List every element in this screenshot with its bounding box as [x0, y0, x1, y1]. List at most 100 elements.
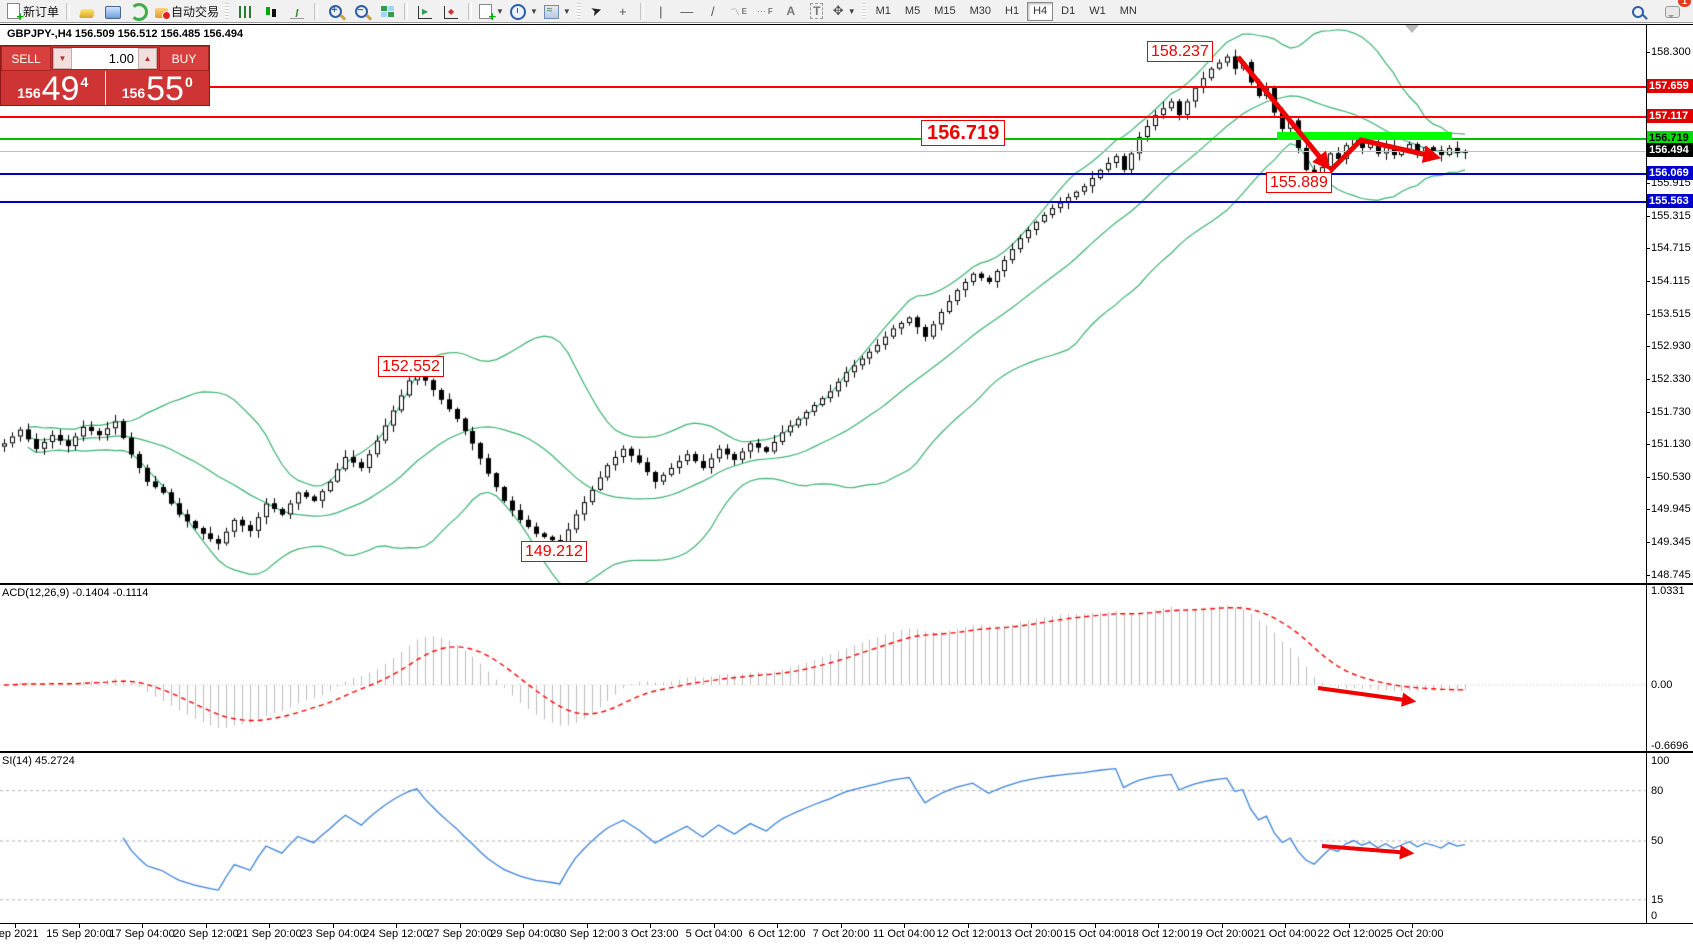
candlestick-chart-button[interactable]: [258, 1, 284, 21]
rsi-indicator-canvas[interactable]: [0, 753, 1646, 923]
sell-price[interactable]: 156 49 4: [1, 71, 106, 106]
search-button[interactable]: [1625, 1, 1651, 21]
chart-shift-button[interactable]: [438, 1, 464, 21]
volume-input[interactable]: [72, 48, 138, 69]
horizontal-level-line-155.563[interactable]: [0, 201, 1646, 203]
price-badge-157.659: 157.659: [1647, 79, 1693, 93]
time-axis-tick: [269, 924, 270, 928]
vertical-line-icon: |: [659, 3, 663, 19]
cursor-tool-button[interactable]: ➤: [584, 1, 610, 21]
chart-shift-marker[interactable]: [1405, 25, 1419, 33]
buy-button[interactable]: BUY: [159, 46, 209, 71]
periods-button[interactable]: ▼: [507, 1, 541, 21]
trendline-icon: /: [710, 3, 715, 19]
toolbar-handle[interactable]: [861, 2, 866, 20]
text-label-tool-button[interactable]: T: [804, 1, 830, 21]
arrows-tool-button[interactable]: ✥ ▼: [830, 1, 859, 21]
toolbar-handle[interactable]: [576, 2, 581, 20]
buy-price[interactable]: 156 55 0: [105, 71, 209, 106]
macd-indicator-canvas[interactable]: [0, 585, 1646, 751]
horizontal-level-line-156.069[interactable]: [0, 173, 1646, 175]
price-axis-label: 151.130: [1651, 438, 1691, 450]
main-toolbar: 新订单 自动交易 + − ▼ ▼ ▼ ➤ + | — / 〽E ⋯F A T ✥…: [0, 0, 1693, 24]
zoom-in-button[interactable]: +: [322, 1, 348, 21]
signals-button[interactable]: [126, 1, 152, 21]
timeframe-toolbar: M1 M5 M15 M30 H1 H4 D1 W1 MN: [869, 1, 1144, 21]
new-order-button[interactable]: 新订单: [4, 1, 62, 24]
line-chart-button[interactable]: [284, 1, 310, 21]
price-annotation-label[interactable]: 152.552: [378, 356, 444, 377]
main-chart-canvas[interactable]: [0, 25, 1646, 584]
price-annotation-label[interactable]: 149.212: [521, 541, 587, 562]
deposit-button[interactable]: [74, 1, 100, 21]
price-axis-label: 151.730: [1651, 406, 1691, 418]
macd-axis-label: -0.6696: [1651, 740, 1689, 752]
rsi-axis-label: 0: [1651, 910, 1658, 922]
timeframe-button-mn[interactable]: MN: [1119, 4, 1137, 17]
timeframe-button-m30[interactable]: M30: [969, 4, 991, 17]
timeframe-button-h4[interactable]: H4: [1027, 1, 1054, 21]
time-axis-label: 15 Oct 04:00: [1063, 928, 1127, 940]
indicators-button[interactable]: ▼: [476, 1, 507, 24]
timeframe-button-d1[interactable]: D1: [1061, 4, 1076, 17]
time-axis-label: 3 Oct 23:00: [621, 928, 679, 940]
monitor-icon: [105, 5, 122, 19]
timeframe-button-h1[interactable]: H1: [1005, 4, 1020, 17]
time-axis-label: 17 Sep 04:00: [109, 928, 175, 940]
timeframe-button-w1[interactable]: W1: [1089, 4, 1106, 17]
time-axis-label: 30 Sep 12:00: [554, 928, 620, 940]
price-axis-tick: [1646, 216, 1650, 217]
text-tool-button[interactable]: A: [778, 1, 804, 21]
horizontal-level-line-157.117[interactable]: [0, 116, 1646, 118]
trendline-tool-button[interactable]: /: [700, 1, 726, 21]
time-axis-tick: [142, 924, 143, 928]
auto-trading-button[interactable]: 自动交易: [152, 1, 222, 21]
rsi-label: SI(14) 45.2724: [2, 755, 75, 767]
notifications-button[interactable]: 1: [1659, 0, 1691, 21]
auto-scroll-button[interactable]: [412, 1, 438, 21]
time-axis-tick: [714, 924, 715, 928]
templates-button[interactable]: ▼: [541, 1, 574, 21]
dropdown-arrow-icon: ▼: [562, 6, 571, 16]
horizontal-line-tool-button[interactable]: —: [674, 1, 700, 21]
price-annotation-label[interactable]: 158.237: [1147, 41, 1213, 62]
price-axis-tick: [1646, 412, 1650, 413]
price-badge-156.719: 156.719: [1647, 131, 1693, 145]
pane-separator[interactable]: [0, 583, 1693, 585]
pane-separator[interactable]: [0, 751, 1693, 753]
price-axis-label: 153.515: [1651, 308, 1691, 320]
price-axis-tick: [1646, 346, 1650, 347]
price-badge-156.494: 156.494: [1647, 143, 1693, 157]
bar-chart-button[interactable]: [232, 1, 258, 21]
channel-tool-button[interactable]: 〽 E: [730, 6, 747, 17]
zoom-out-icon: −: [354, 5, 368, 18]
horizontal-level-line-156.719[interactable]: [0, 138, 1646, 140]
time-axis-tick: [1285, 924, 1286, 928]
volume-increase-button[interactable]: ▲: [138, 48, 157, 69]
time-axis-label: 25 Oct 20:00: [1380, 928, 1444, 940]
zoom-out-button[interactable]: −: [348, 1, 374, 21]
crosshair-tool-button[interactable]: +: [610, 1, 636, 21]
tile-windows-button[interactable]: [374, 1, 400, 21]
vertical-line-tool-button[interactable]: |: [648, 1, 674, 21]
rsi-axis-label: 50: [1651, 835, 1664, 847]
support-zone-bar[interactable]: [1277, 132, 1452, 140]
text-icon: A: [786, 4, 796, 18]
price-axis-tick: [1646, 575, 1650, 576]
sell-button[interactable]: SELL: [1, 46, 51, 71]
web-terminal-button[interactable]: [100, 1, 126, 21]
horizontal-level-line-156.494[interactable]: [0, 151, 1646, 152]
toolbar-handle[interactable]: [225, 2, 230, 20]
timeframe-button-m1[interactable]: M1: [875, 4, 891, 17]
price-annotation-label[interactable]: 156.719: [921, 120, 1006, 146]
time-axis-tick: [777, 924, 778, 928]
timeframe-button-m15[interactable]: M15: [934, 4, 956, 17]
price-axis-label: 149.345: [1651, 536, 1691, 548]
volume-decrease-button[interactable]: ▼: [53, 48, 72, 69]
fibonacci-tool-button[interactable]: ⋯ F: [756, 5, 773, 16]
timeframe-button-m5[interactable]: M5: [904, 4, 921, 17]
price-annotation-label[interactable]: 155.889: [1266, 172, 1332, 193]
time-axis-label: 20 Sep 12:00: [173, 928, 239, 940]
horizontal-level-line-157.659[interactable]: [0, 86, 1646, 88]
